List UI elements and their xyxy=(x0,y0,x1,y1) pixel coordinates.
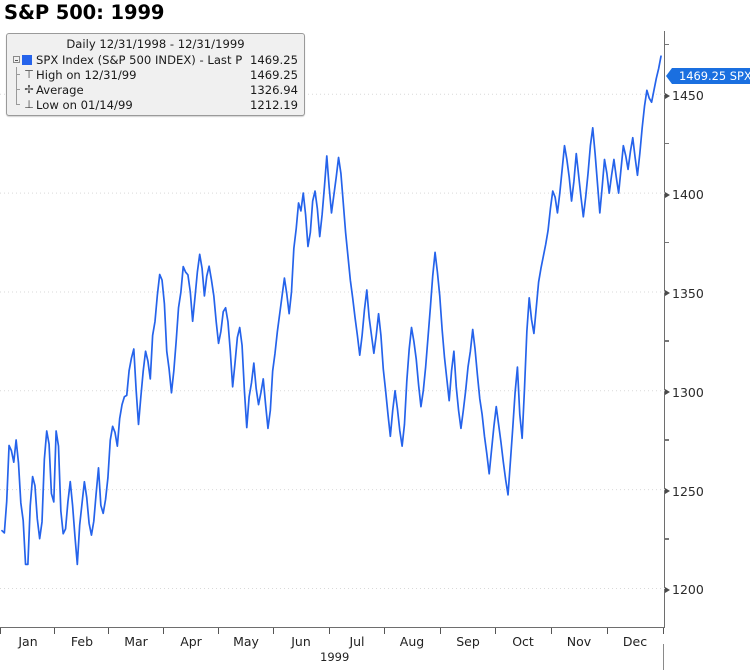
tree-connector xyxy=(11,67,22,82)
x-axis-label-feb: Feb xyxy=(70,634,94,649)
x-axis-label-jul: Jul xyxy=(349,634,365,649)
low-marker-icon: ⊥ xyxy=(24,98,34,111)
tree-expander[interactable] xyxy=(11,52,22,67)
y-axis-minor-tick xyxy=(665,439,669,441)
legend-value: 1212.19 xyxy=(250,97,298,112)
x-axis-tick xyxy=(273,628,275,634)
x-axis-tick xyxy=(108,628,110,634)
legend-row-last-price[interactable]: SPX Index (S&P 500 INDEX) - Last Price 1… xyxy=(7,52,304,67)
series-layer xyxy=(1,55,662,566)
tick-arrow-icon xyxy=(665,191,670,198)
tree-branch-h-icon xyxy=(16,89,20,90)
x-axis-tick xyxy=(0,628,2,634)
x-axis-tick xyxy=(607,628,609,634)
tree-branch-h-icon xyxy=(16,74,20,75)
x-axis-label-may: May xyxy=(233,634,259,649)
x-axis: Jan Feb Mar Apr May Jun Jul Aug Sep Oct Nov Dec 1999 xyxy=(0,628,750,670)
y-axis-tick-label: 1450 xyxy=(665,87,704,103)
x-axis-label-sep: Sep xyxy=(456,634,480,649)
x-axis-label-mar: Mar xyxy=(124,634,148,649)
average-marker-icon: ✢ xyxy=(24,83,34,96)
x-axis-tick xyxy=(551,628,553,634)
legend-label: Low on 01/14/99 xyxy=(36,97,133,112)
y-axis-minor-tick xyxy=(665,340,669,342)
x-axis-end-tick xyxy=(663,644,665,670)
x-axis-tick xyxy=(384,628,386,634)
x-axis-tick xyxy=(54,628,56,634)
y-axis-tick-label: 1250 xyxy=(665,483,704,499)
tick-arrow-icon xyxy=(665,488,670,495)
last-price-badge[interactable]: 1469.25 SPX xyxy=(666,68,750,84)
x-axis-label-jun: Jun xyxy=(291,634,311,649)
x-axis-tick xyxy=(663,628,665,634)
y-axis-minor-tick xyxy=(665,538,669,540)
legend-label: SPX Index (S&P 500 INDEX) - Last Price xyxy=(36,52,243,67)
x-axis-label-aug: Aug xyxy=(399,634,425,649)
tick-arrow-icon xyxy=(665,389,670,396)
legend-value: 1326.94 xyxy=(250,82,298,97)
y-axis-tick-label: 1200 xyxy=(665,581,704,597)
x-axis-label-oct: Oct xyxy=(512,634,534,649)
x-axis-year-label: 1999 xyxy=(320,650,350,664)
tree-connector xyxy=(11,97,22,112)
tree-branch-icon xyxy=(16,97,17,105)
legend-value: 1469.25 xyxy=(250,52,298,67)
legend-label: High on 12/31/99 xyxy=(36,67,137,82)
grid-layer xyxy=(0,93,665,589)
legend-row-high[interactable]: ⊤ High on 12/31/99 1469.25 xyxy=(7,67,304,82)
x-axis-label-nov: Nov xyxy=(566,634,592,649)
collapse-icon[interactable] xyxy=(13,56,20,63)
x-axis-tick xyxy=(495,628,497,634)
legend-row-low[interactable]: ⊥ Low on 01/14/99 1212.19 xyxy=(7,97,304,112)
x-axis-label-apr: Apr xyxy=(180,634,202,649)
x-axis-tick xyxy=(218,628,220,634)
x-axis-tick xyxy=(329,628,331,634)
x-axis-label-dec: Dec xyxy=(622,634,648,649)
legend-label: Average xyxy=(36,82,84,97)
y-axis-minor-tick xyxy=(665,43,669,46)
x-axis-label-jan: Jan xyxy=(18,634,38,649)
y-axis-tick-label: 1400 xyxy=(665,186,704,202)
page-title: S&P 500: 1999 xyxy=(4,1,165,24)
tick-arrow-icon xyxy=(665,586,670,593)
legend-row-average[interactable]: ✢ Average 1326.94 xyxy=(7,82,304,97)
chart-legend[interactable]: Daily 12/31/1998 - 12/31/1999 SPX Index … xyxy=(6,33,305,116)
legend-value: 1469.25 xyxy=(250,67,298,82)
spx-price-line xyxy=(1,55,662,566)
tree-branch-h-icon xyxy=(16,104,20,105)
y-axis-minor-tick xyxy=(665,241,669,244)
series-color-swatch-icon xyxy=(22,54,32,65)
tree-connector xyxy=(11,82,22,97)
y-axis: 1200 1250 1300 1350 1400 1450 xyxy=(665,31,750,628)
x-axis-tick xyxy=(163,628,165,634)
tick-arrow-icon xyxy=(665,290,670,297)
legend-date-range: Daily 12/31/1998 - 12/31/1999 xyxy=(66,37,245,51)
tick-arrow-icon xyxy=(665,92,670,99)
y-axis-tick-label: 1350 xyxy=(665,285,704,301)
plot-area xyxy=(0,31,665,628)
y-axis-minor-tick xyxy=(665,142,669,145)
y-axis-tick-label: 1300 xyxy=(665,384,704,400)
high-marker-icon: ⊤ xyxy=(24,68,34,81)
x-axis-tick xyxy=(440,628,442,634)
